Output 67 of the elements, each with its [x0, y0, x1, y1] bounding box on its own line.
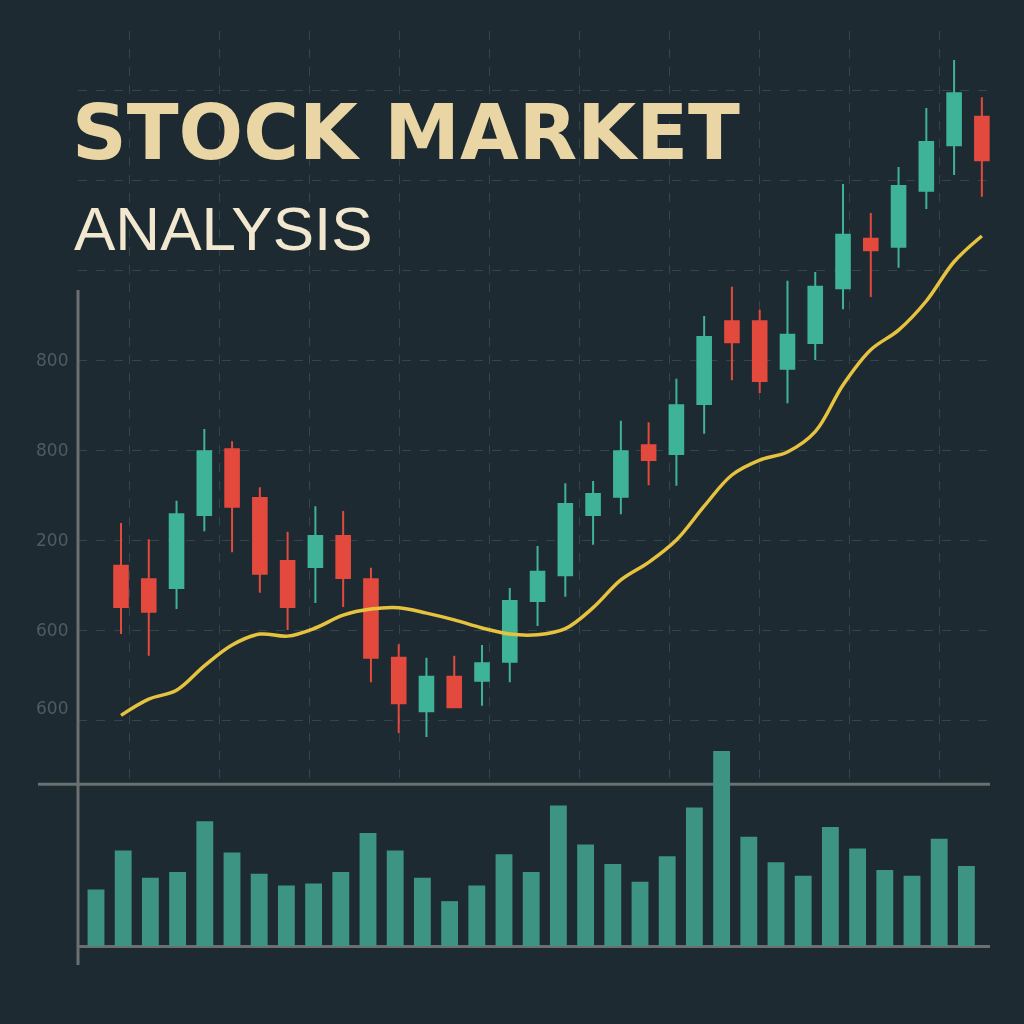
candlestick	[918, 107, 935, 210]
bar	[277, 885, 295, 946]
bar	[740, 836, 758, 946]
candlestick	[390, 643, 407, 734]
candlestick	[196, 427, 213, 533]
bar	[223, 852, 241, 946]
bar	[903, 875, 921, 946]
candlestick	[724, 285, 740, 382]
bar	[577, 844, 595, 946]
bar	[413, 877, 431, 946]
candlestick	[974, 96, 990, 198]
candlestick	[585, 480, 601, 546]
bar	[821, 827, 839, 946]
candlestick	[335, 509, 351, 609]
bar	[332, 871, 350, 946]
bar	[794, 875, 812, 946]
bar	[141, 877, 159, 946]
candlestick	[668, 377, 685, 487]
bar	[767, 862, 785, 946]
candlestick	[862, 212, 879, 298]
bar	[196, 821, 214, 946]
bar	[549, 805, 567, 946]
candlestick	[557, 482, 574, 598]
bar	[631, 881, 649, 946]
bar	[604, 864, 622, 946]
bar	[114, 850, 132, 946]
bar	[359, 832, 377, 946]
candlestick	[640, 421, 657, 487]
bar	[386, 850, 404, 946]
bar	[849, 848, 867, 946]
bar	[522, 871, 540, 946]
candlestick	[418, 656, 435, 738]
bar	[87, 889, 105, 946]
candlestick	[140, 538, 157, 657]
bar	[713, 751, 731, 946]
candlestick	[529, 545, 546, 627]
candlestick	[696, 314, 712, 435]
bar	[685, 807, 703, 946]
candlestick	[946, 59, 962, 177]
candlestick	[474, 643, 490, 707]
candlestick	[168, 499, 185, 611]
bar	[468, 885, 486, 946]
candlestick	[613, 419, 629, 516]
bar	[930, 838, 948, 946]
candlestick	[279, 530, 296, 632]
bar	[169, 871, 187, 946]
candlestick	[252, 486, 268, 594]
bar	[305, 883, 323, 946]
candlestick	[890, 165, 907, 269]
bar	[250, 873, 268, 946]
bar	[876, 869, 894, 946]
chart-title: STOCK MARKET	[72, 88, 741, 177]
candlestick	[113, 522, 129, 636]
candlestick	[224, 440, 240, 554]
candlestick	[779, 279, 796, 405]
candlestick	[307, 505, 324, 604]
candlestick	[751, 308, 768, 395]
bar	[441, 901, 459, 946]
text: ANALYSIS	[74, 194, 373, 263]
bar	[495, 854, 513, 946]
candlestick	[835, 182, 851, 311]
candlestick	[501, 587, 518, 684]
bar	[957, 866, 975, 946]
candlestick	[363, 566, 379, 684]
bar	[658, 856, 676, 946]
candlestick	[446, 654, 463, 709]
candlestick	[807, 270, 824, 361]
